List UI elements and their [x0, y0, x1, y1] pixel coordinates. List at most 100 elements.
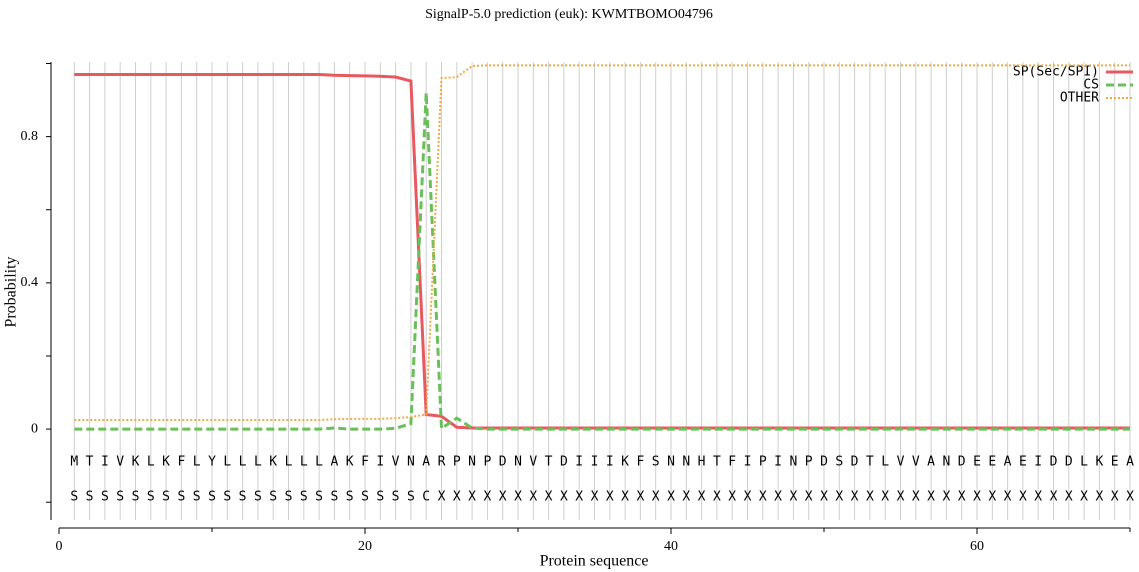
residue: D [560, 455, 568, 470]
series-line [74, 64, 1130, 421]
annotation: C [422, 490, 430, 505]
residue: D [1050, 455, 1058, 470]
x-tick-label: 60 [970, 539, 984, 554]
residue: T [866, 455, 874, 470]
residue: F [728, 455, 736, 470]
residue: A [1126, 455, 1134, 470]
annotation: X [652, 490, 660, 505]
residue: S [835, 455, 843, 470]
residue: K [346, 455, 354, 470]
residue: V [116, 455, 124, 470]
residue: N [682, 455, 690, 470]
residue: F [636, 455, 644, 470]
annotation: X [866, 490, 874, 505]
residue: L [193, 455, 201, 470]
annotation: X [453, 490, 461, 505]
annotation: S [70, 490, 78, 505]
annotation: X [1004, 490, 1012, 505]
residue: V [392, 455, 400, 470]
annotation: X [1065, 490, 1073, 505]
annotation: X [529, 490, 537, 505]
residue: I [774, 455, 782, 470]
annotation: X [468, 490, 476, 505]
residue: T [713, 455, 721, 470]
annotation: X [789, 490, 797, 505]
residue: V [912, 455, 920, 470]
residue: N [514, 455, 522, 470]
x-tick-label: 20 [358, 539, 372, 554]
residue: I [606, 455, 614, 470]
residue: L [223, 455, 231, 470]
residue: H [698, 455, 706, 470]
series-line [74, 92, 1130, 432]
annotation: S [162, 490, 170, 505]
annotation: S [86, 490, 94, 505]
legend-label: SP(Sec/SPI) [1013, 65, 1099, 80]
residue: L [315, 455, 323, 470]
residue: N [667, 455, 675, 470]
residue: L [147, 455, 155, 470]
residue: D [851, 455, 859, 470]
annotation: X [774, 490, 782, 505]
annotation: X [606, 490, 614, 505]
residue: K [1095, 455, 1103, 470]
legend-label: CS [1083, 78, 1099, 93]
annotation: S [269, 490, 277, 505]
residue: T [86, 455, 94, 470]
annotation: X [514, 490, 522, 505]
annotation: S [208, 490, 216, 505]
residue: D [499, 455, 507, 470]
annotation: X [713, 490, 721, 505]
annotation: S [330, 490, 338, 505]
annotation: S [177, 490, 185, 505]
annotation: X [621, 490, 629, 505]
annotation: X [820, 490, 828, 505]
annotation: S [239, 490, 247, 505]
annotation: S [300, 490, 308, 505]
annotation: X [575, 490, 583, 505]
residue: V [529, 455, 537, 470]
annotation: S [193, 490, 201, 505]
annotation: X [636, 490, 644, 505]
y-tick-label: 0.4 [21, 275, 39, 290]
y-tick-label: 0 [31, 421, 38, 436]
annotation: S [223, 490, 231, 505]
residue: L [1080, 455, 1088, 470]
annotation: X [667, 490, 675, 505]
residue: P [805, 455, 813, 470]
residue: P [759, 455, 767, 470]
annotation: X [744, 490, 752, 505]
annotation: X [1019, 490, 1027, 505]
annotation: X [1126, 490, 1134, 505]
residue: P [453, 455, 461, 470]
residue: N [468, 455, 476, 470]
annotation: X [805, 490, 813, 505]
x-tick-label: 0 [56, 539, 63, 554]
annotation: S [407, 490, 415, 505]
residue: L [239, 455, 247, 470]
annotation: X [560, 490, 568, 505]
annotation: S [315, 490, 323, 505]
annotation: X [958, 490, 966, 505]
residue: F [177, 455, 185, 470]
annotation: X [499, 490, 507, 505]
residue: D [958, 455, 966, 470]
residue: M [70, 455, 78, 470]
annotation: X [682, 490, 690, 505]
residue: T [545, 455, 553, 470]
residue: I [575, 455, 583, 470]
residue: L [300, 455, 308, 470]
annotation: X [545, 490, 553, 505]
residue: R [438, 455, 446, 470]
annotation: X [1095, 490, 1103, 505]
residue: K [162, 455, 170, 470]
residue: E [973, 455, 981, 470]
residue: E [988, 455, 996, 470]
residue: K [621, 455, 629, 470]
x-tick-label: 40 [664, 539, 678, 554]
annotation: X [759, 490, 767, 505]
residue: N [942, 455, 950, 470]
residue: K [132, 455, 140, 470]
annotation: X [988, 490, 996, 505]
residue: L [254, 455, 262, 470]
